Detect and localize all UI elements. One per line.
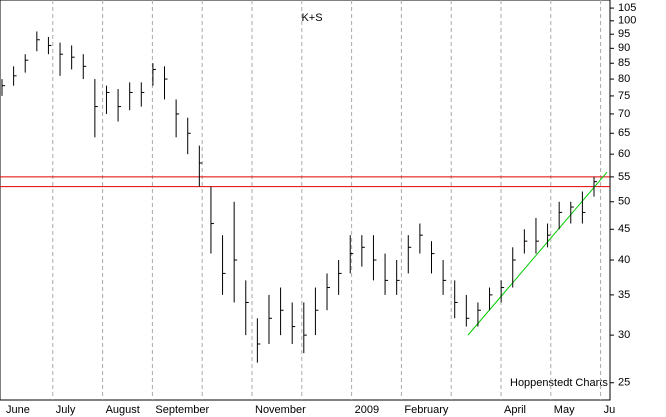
y-tick-label: 75 bbox=[618, 90, 630, 102]
y-tick-label: 90 bbox=[618, 42, 630, 54]
x-tick-label: Ju bbox=[604, 404, 616, 416]
x-tick-label: September bbox=[155, 404, 209, 416]
x-tick-label: May bbox=[554, 404, 575, 416]
y-tick-label: 85 bbox=[618, 57, 630, 69]
y-tick-label: 45 bbox=[618, 223, 630, 235]
y-tick-label: 55 bbox=[618, 171, 630, 183]
x-tick-label: August bbox=[106, 404, 140, 416]
x-tick-label: 2009 bbox=[355, 404, 379, 416]
y-tick-label: 95 bbox=[618, 28, 630, 40]
y-tick-label: 60 bbox=[618, 148, 630, 160]
y-tick-label: 70 bbox=[618, 108, 630, 120]
x-tick-label: June bbox=[6, 404, 30, 416]
y-tick-label: 25 bbox=[618, 377, 630, 389]
annotation: Hoppenstedt Charts bbox=[510, 377, 608, 389]
y-tick-label: 105 bbox=[618, 2, 636, 14]
y-tick-label: 50 bbox=[618, 196, 630, 208]
x-tick-label: July bbox=[56, 404, 76, 416]
y-tick-label: 30 bbox=[618, 329, 630, 341]
plot-area bbox=[0, 0, 611, 401]
y-tick-label: 65 bbox=[618, 127, 630, 139]
y-tick-label: 80 bbox=[618, 73, 630, 85]
x-tick-label: April bbox=[504, 404, 526, 416]
chart-title: K+S bbox=[301, 12, 322, 24]
x-tick-label: February bbox=[404, 404, 449, 416]
x-tick-label: November bbox=[255, 404, 306, 416]
y-tick-label: 40 bbox=[618, 254, 630, 266]
y-tick-label: 100 bbox=[618, 15, 636, 27]
trend-line bbox=[467, 171, 608, 336]
y-tick-label: 35 bbox=[618, 289, 630, 301]
